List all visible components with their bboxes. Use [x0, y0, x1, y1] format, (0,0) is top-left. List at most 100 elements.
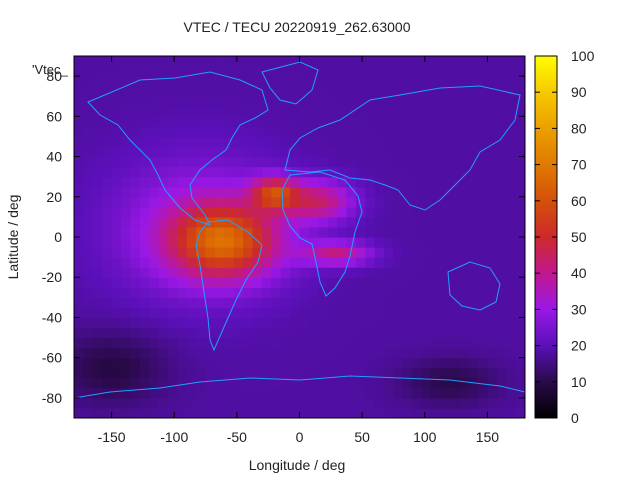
heatmap-cell — [74, 387, 84, 399]
heatmap-cell — [337, 277, 348, 288]
x-tick-label: -100 — [160, 429, 188, 445]
heatmap-cell — [337, 216, 348, 228]
heatmap-cell — [271, 96, 282, 107]
y-tick-label: -60 — [42, 350, 62, 366]
heatmap-cell — [421, 317, 432, 329]
heatmap-cell — [186, 307, 197, 319]
heatmap-cell — [74, 347, 84, 359]
heatmap-cell — [402, 327, 413, 339]
heatmap-cell — [496, 76, 507, 87]
heatmap-cell — [468, 126, 479, 138]
heatmap-cell — [346, 297, 357, 308]
heatmap-cell — [337, 226, 348, 238]
heatmap-cell — [487, 86, 498, 97]
heatmap-cell — [120, 66, 131, 77]
y-tick-label: 80 — [46, 68, 62, 84]
heatmap-cell — [318, 206, 329, 218]
heatmap-cell — [327, 186, 338, 198]
heatmap-cell — [139, 307, 150, 319]
heatmap-cell — [412, 407, 423, 418]
heatmap-cell — [318, 367, 329, 379]
heatmap-cell — [243, 166, 254, 178]
heatmap-cell — [308, 237, 319, 248]
heatmap-cell — [421, 277, 432, 288]
heatmap-cell — [196, 277, 207, 288]
heatmap-cell — [384, 156, 395, 168]
heatmap-cell — [149, 397, 160, 409]
heatmap-cell — [384, 76, 395, 87]
heatmap-cell — [158, 76, 169, 87]
heatmap-cell — [92, 56, 103, 67]
heatmap-cell — [205, 96, 216, 107]
heatmap-cell — [120, 257, 131, 268]
heatmap-cell — [506, 106, 517, 117]
heatmap-cell — [487, 176, 498, 188]
heatmap-cell — [421, 66, 432, 77]
heatmap-cell — [92, 277, 103, 288]
heatmap-cell — [515, 277, 525, 288]
heatmap-cell — [196, 56, 207, 67]
heatmap-cell — [515, 347, 525, 359]
heatmap-cell — [299, 126, 310, 138]
heatmap-cell — [83, 206, 94, 218]
y-tick-label: 20 — [46, 189, 62, 205]
heatmap-cell — [243, 327, 254, 339]
heatmap-cell — [299, 367, 310, 379]
heatmap-cell — [468, 257, 479, 268]
heatmap-cell — [196, 116, 207, 127]
heatmap-cell — [224, 377, 235, 389]
heatmap-cell — [233, 407, 244, 418]
heatmap-cell — [111, 407, 122, 418]
heatmap-cell — [224, 287, 235, 298]
heatmap-cell — [261, 166, 272, 178]
heatmap-cell — [421, 216, 432, 228]
heatmap-cell — [243, 76, 254, 87]
heatmap-cell — [468, 247, 479, 258]
heatmap-cell — [327, 287, 338, 298]
heatmap-cell — [196, 156, 207, 168]
heatmap-cell — [384, 247, 395, 258]
heatmap-cell — [158, 237, 169, 248]
heatmap-cell — [431, 247, 442, 258]
heatmap-cell — [487, 257, 498, 268]
heatmap-cell — [384, 357, 395, 369]
heatmap-cell — [167, 377, 178, 389]
heatmap-cell — [412, 196, 423, 208]
heatmap-cell — [83, 317, 94, 329]
heatmap-cell — [214, 327, 225, 339]
x-tick-label: 100 — [413, 429, 437, 445]
heatmap-cell — [92, 116, 103, 127]
heatmap-cell — [243, 267, 254, 278]
heatmap-cell — [139, 287, 150, 298]
heatmap-cell — [327, 277, 338, 288]
heatmap-cell — [261, 337, 272, 349]
heatmap-cell — [393, 226, 404, 238]
heatmap-cell — [214, 76, 225, 87]
heatmap-cell — [459, 317, 470, 329]
heatmap-cell — [233, 257, 244, 268]
heatmap-cell — [431, 357, 442, 369]
heatmap-cell — [308, 327, 319, 339]
heatmap-cell — [186, 96, 197, 107]
heatmap-cell — [92, 307, 103, 319]
heatmap-cell — [186, 206, 197, 218]
heatmap-cell — [167, 387, 178, 399]
heatmap-cell — [196, 166, 207, 178]
heatmap-cell — [214, 297, 225, 308]
heatmap-cell — [355, 347, 366, 359]
heatmap-cell — [487, 166, 498, 178]
heatmap-cell — [468, 357, 479, 369]
heatmap-cell — [196, 357, 207, 369]
heatmap-cell — [92, 86, 103, 97]
heatmap-cell — [384, 116, 395, 127]
heatmap-cell — [120, 307, 131, 319]
heatmap-cell — [83, 367, 94, 379]
heatmap-cell — [83, 327, 94, 339]
heatmap-cell — [459, 126, 470, 138]
heatmap-cell — [346, 116, 357, 127]
heatmap-cell — [224, 277, 235, 288]
heatmap-cell — [158, 317, 169, 329]
heatmap-cell — [196, 136, 207, 148]
heatmap-cell — [186, 186, 197, 198]
